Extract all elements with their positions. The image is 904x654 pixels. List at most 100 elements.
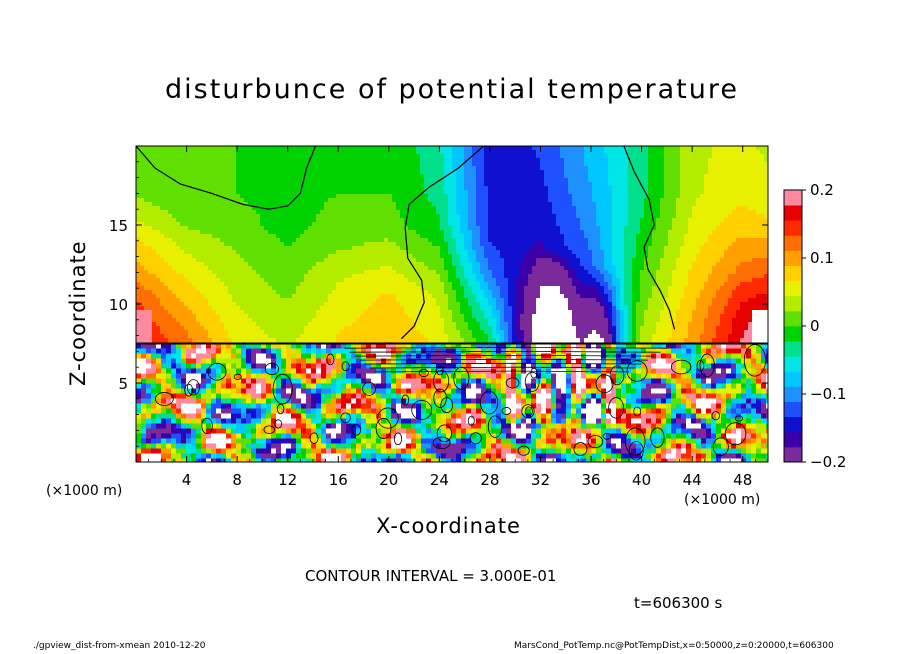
field-cell xyxy=(324,246,329,251)
field-cell xyxy=(232,226,237,231)
field-cell xyxy=(368,294,373,299)
field-cell xyxy=(240,158,245,163)
field-cell xyxy=(532,226,537,231)
field-cell xyxy=(448,246,453,251)
field-cell xyxy=(292,230,297,235)
field-cell xyxy=(440,338,445,343)
field-cell xyxy=(412,246,417,251)
field-cell xyxy=(192,326,197,331)
field-cell xyxy=(180,322,185,327)
field-cell xyxy=(344,190,349,195)
field-cell xyxy=(268,262,273,267)
field-cell xyxy=(268,290,273,295)
field-cell xyxy=(488,218,493,223)
field-cell xyxy=(208,234,213,239)
field-cell xyxy=(268,206,273,211)
field-cell xyxy=(476,206,481,211)
field-cell xyxy=(508,170,513,175)
field-cell xyxy=(504,178,509,183)
field-cell xyxy=(248,274,253,279)
field-cell xyxy=(492,182,497,187)
field-cell xyxy=(432,226,437,231)
field-cell xyxy=(316,186,321,191)
field-cell xyxy=(184,302,189,307)
field-cell xyxy=(292,274,297,279)
field-cell xyxy=(368,326,373,331)
field-cell xyxy=(252,230,257,235)
field-cell xyxy=(508,266,513,271)
field-cell xyxy=(428,166,433,171)
field-cell xyxy=(348,258,353,263)
field-cell xyxy=(144,318,149,323)
field-cell xyxy=(280,302,285,307)
field-cell xyxy=(252,258,257,263)
field-cell xyxy=(520,214,525,219)
field-cell xyxy=(272,194,277,199)
field-cell xyxy=(232,338,237,343)
field-cell xyxy=(420,158,425,163)
field-cell xyxy=(508,250,513,255)
field-cell xyxy=(432,194,437,199)
field-cell xyxy=(464,310,469,315)
field-cell xyxy=(516,282,521,287)
field-cell xyxy=(176,242,181,247)
field-cell xyxy=(324,198,329,203)
field-cell xyxy=(148,222,153,227)
field-cell xyxy=(356,322,361,327)
field-cell xyxy=(252,234,257,239)
field-cell xyxy=(244,310,249,315)
field-cell xyxy=(244,178,249,183)
field-cell xyxy=(204,222,209,227)
field-cell xyxy=(300,158,305,163)
field-cell xyxy=(344,218,349,223)
field-cell xyxy=(492,162,497,167)
field-cell xyxy=(472,210,477,215)
field-cell xyxy=(260,210,265,215)
field-cell xyxy=(348,234,353,239)
field-cell xyxy=(448,270,453,275)
field-cell xyxy=(180,186,185,191)
field-cell xyxy=(528,190,533,195)
field-cell xyxy=(168,238,173,243)
field-cell xyxy=(476,254,481,259)
field-cell xyxy=(268,214,273,219)
field-cell xyxy=(288,250,293,255)
field-cell xyxy=(140,206,145,211)
field-cell xyxy=(212,314,217,319)
field-cell xyxy=(212,174,217,179)
field-cell xyxy=(140,270,145,275)
field-cell xyxy=(392,230,397,235)
field-cell xyxy=(176,186,181,191)
field-cell xyxy=(292,258,297,263)
field-cell xyxy=(208,294,213,299)
field-cell xyxy=(476,322,481,327)
field-cell xyxy=(472,250,477,255)
field-cell xyxy=(452,186,457,191)
field-cell xyxy=(200,302,205,307)
field-cell xyxy=(168,202,173,207)
field-cell xyxy=(416,294,421,299)
field-cell xyxy=(280,198,285,203)
field-cell xyxy=(316,178,321,183)
field-cell xyxy=(320,154,325,159)
field-cell xyxy=(528,326,533,331)
field-cell xyxy=(344,294,349,299)
field-cell xyxy=(192,298,197,303)
field-cell xyxy=(488,318,493,323)
field-cell xyxy=(344,222,349,227)
field-cell xyxy=(408,218,413,223)
field-cell xyxy=(176,218,181,223)
field-cell xyxy=(292,246,297,251)
field-cell xyxy=(156,298,161,303)
field-cell xyxy=(196,254,201,259)
field-cell xyxy=(152,330,157,335)
field-cell xyxy=(304,194,309,199)
field-cell xyxy=(344,154,349,159)
field-cell xyxy=(508,290,513,295)
field-cell xyxy=(400,338,405,343)
field-cell xyxy=(384,306,389,311)
field-cell xyxy=(444,206,449,211)
field-cell xyxy=(164,194,169,199)
field-cell xyxy=(244,302,249,307)
field-cell xyxy=(428,150,433,155)
